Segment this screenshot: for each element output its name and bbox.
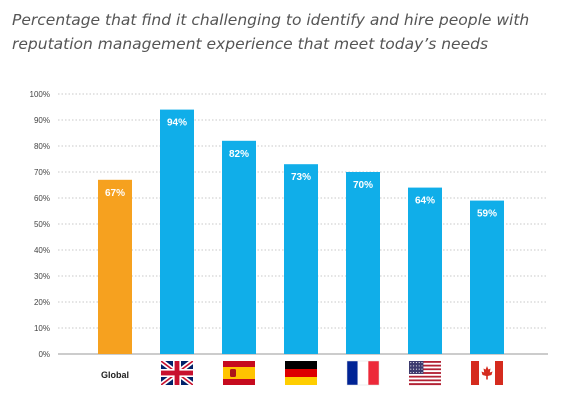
y-tick-label: 70% xyxy=(34,168,50,177)
us-flag-icon xyxy=(409,361,441,386)
bar-france xyxy=(346,172,380,354)
france-flag-icon xyxy=(346,360,380,386)
data-label: 73% xyxy=(291,172,311,183)
y-tick-label: 20% xyxy=(34,298,50,307)
data-label: 70% xyxy=(353,180,373,191)
chart-title-line-2: reputation management experience that me… xyxy=(12,35,489,53)
bar-united-states xyxy=(408,187,442,354)
spain-flag-icon xyxy=(223,361,255,385)
chart-title: Percentage that find it challenging to i… xyxy=(12,8,557,56)
bar-spain xyxy=(222,140,256,354)
data-label: 59% xyxy=(477,209,497,220)
germany-flag-icon xyxy=(285,361,317,385)
x-axis-categories: Global xyxy=(101,360,503,386)
data-label: 82% xyxy=(229,149,249,160)
data-label: 67% xyxy=(105,188,125,199)
data-label: 94% xyxy=(167,118,187,129)
y-axis-ticks: 0% 10% 20% 30% 40% 50% 60% 70% 80% 90% 100% xyxy=(30,90,50,359)
y-tick-label: 10% xyxy=(34,324,50,333)
y-tick-label: 100% xyxy=(30,90,50,99)
y-tick-label: 60% xyxy=(34,194,50,203)
y-tick-label: 30% xyxy=(34,272,50,281)
bars xyxy=(98,109,504,354)
y-tick-label: 40% xyxy=(34,246,50,255)
bar-canada xyxy=(470,200,504,354)
y-tick-label: 80% xyxy=(34,142,50,151)
y-tick-label: 0% xyxy=(38,350,50,359)
chart-title-line-1: Percentage that find it challenging to i… xyxy=(12,11,530,29)
uk-flag-icon xyxy=(161,361,193,385)
bar-global xyxy=(98,179,132,354)
y-tick-label: 90% xyxy=(34,116,50,125)
y-tick-label: 50% xyxy=(34,220,50,229)
bar-germany xyxy=(284,164,318,354)
data-labels: 67% 94% 82% 73% 70% 64% 59% xyxy=(105,118,497,220)
canada-flag-icon xyxy=(471,361,503,385)
data-label: 64% xyxy=(415,196,435,207)
x-category-label: Global xyxy=(101,370,129,380)
bar-united-kingdom xyxy=(160,109,194,354)
